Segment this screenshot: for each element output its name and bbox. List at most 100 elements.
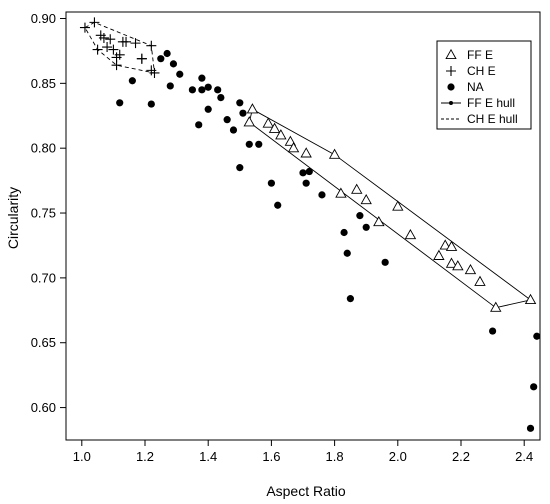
ch-e-point: [89, 17, 100, 28]
x-tick-label: 1.0: [73, 449, 91, 464]
na-point: [245, 140, 253, 148]
ff-e-point: [373, 215, 385, 227]
ff-e-point: [445, 240, 458, 251]
ff-e-point: [268, 122, 281, 133]
ff-e-point: [246, 103, 259, 114]
ff-e-point: [464, 263, 477, 275]
na-point: [362, 223, 370, 231]
ff-e-point: [490, 301, 502, 312]
ff-e-point: [335, 187, 347, 198]
legend: FF E CH E NA FF E hull CH E hull: [436, 40, 532, 130]
ch-e-point: [146, 40, 157, 51]
ch-e-point: [105, 34, 116, 45]
ch-e-point: [79, 22, 90, 33]
ch-e-point: [114, 49, 125, 60]
ff-e-point: [445, 257, 458, 268]
ch-e-point: [149, 67, 160, 78]
ff-e-point: [275, 129, 287, 140]
na-point: [223, 116, 231, 124]
na-point: [157, 55, 165, 63]
y-tick-label: 0.85: [31, 76, 56, 91]
na-point: [169, 60, 178, 68]
ff-e-point: [351, 183, 363, 194]
plot-border: [65, 11, 541, 441]
y-axis: 0.60 0.65 0.70 0.75 0.80 0.85 0.90: [31, 11, 66, 415]
y-tick-label: 0.70: [31, 270, 56, 285]
na-point: [274, 201, 282, 209]
x-tick-label: 2.0: [389, 449, 407, 464]
y-tick-label: 0.75: [31, 206, 56, 221]
ff-e-point: [360, 193, 372, 205]
na-point: [340, 228, 348, 237]
na-point: [214, 86, 222, 94]
ff-e-point: [439, 239, 451, 250]
x-tick-label: 1.4: [199, 449, 217, 464]
ch-e-point: [136, 53, 147, 64]
ff-e-point: [328, 148, 341, 159]
x-axis-title: Aspect Ratio: [266, 483, 346, 499]
na-point: [198, 86, 206, 94]
legend-triangle-icon: [445, 48, 457, 60]
x-tick-label: 2.2: [452, 449, 470, 464]
ff-e-point: [474, 275, 486, 286]
na-point: [489, 327, 497, 335]
ch-e-point: [111, 60, 122, 71]
na-point: [217, 94, 225, 102]
legend-plus-icon: [446, 66, 456, 76]
legend-label: FF E: [467, 48, 493, 62]
legend-label: CH E hull: [467, 112, 518, 126]
na-point: [346, 295, 354, 303]
ff-e-point: [452, 260, 464, 271]
na-point: [305, 167, 313, 176]
na-point: [343, 249, 351, 257]
na-point: [195, 121, 203, 129]
na-point: [533, 332, 541, 340]
na-point: [236, 99, 244, 107]
ch-e-point: [121, 36, 132, 47]
point-layer: [79, 17, 541, 432]
na-point: [236, 164, 244, 172]
na-point: [128, 77, 136, 85]
ff-e-point: [392, 200, 404, 211]
y-tick-label: 0.90: [31, 11, 56, 26]
legend-label: NA: [467, 80, 484, 94]
y-tick-label: 0.80: [31, 141, 56, 156]
na-point: [356, 212, 364, 220]
y-tick-label: 0.60: [31, 400, 56, 415]
x-tick-label: 1.8: [326, 449, 344, 464]
y-axis-title: Circularity: [5, 187, 21, 249]
na-point: [147, 100, 155, 108]
ff-e-point: [243, 116, 255, 127]
na-point: [163, 49, 171, 58]
legend-label: CH E: [467, 64, 496, 78]
na-point: [526, 424, 535, 432]
ff-e-point: [287, 142, 300, 153]
ch-e-point: [102, 42, 113, 53]
ch-e-point: [98, 32, 109, 43]
legend-solid-line-dot-icon: [449, 101, 453, 105]
x-tick-label: 1.6: [262, 449, 280, 464]
na-point: [176, 70, 184, 78]
na-point: [116, 99, 124, 107]
na-point: [530, 383, 538, 391]
na-point: [318, 191, 326, 199]
na-point: [188, 86, 196, 94]
na-point: [299, 169, 307, 177]
x-axis: 1.0 1.2 1.4 1.6 1.8 2.0 2.2 2.4: [73, 440, 533, 464]
na-point: [381, 258, 389, 266]
ff-e-point: [284, 135, 297, 146]
na-point: [302, 179, 310, 187]
ff-e-point: [524, 293, 537, 305]
ff-e-point: [404, 228, 417, 240]
ch-e-point: [108, 44, 119, 55]
legend-label: FF E hull: [467, 96, 515, 110]
x-tick-label: 2.4: [515, 449, 533, 464]
y-tick-label: 0.65: [31, 335, 56, 350]
na-point: [204, 83, 212, 91]
ch-e-point: [92, 44, 103, 55]
ch-e-point: [130, 38, 141, 49]
na-point: [204, 105, 212, 113]
ff-e-point: [262, 117, 274, 128]
ff-e-point: [300, 147, 312, 158]
